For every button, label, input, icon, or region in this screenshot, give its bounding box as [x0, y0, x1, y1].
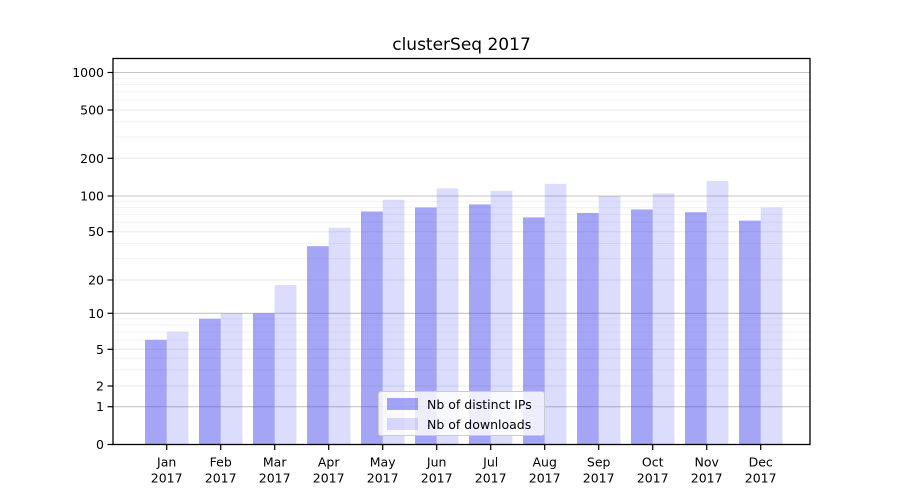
- chart-title: clusterSeq 2017: [392, 35, 531, 55]
- legend-item-downloads: Nb of downloads: [379, 414, 544, 434]
- bar-distinct-ips-mar: [253, 313, 275, 445]
- x-tick-label-jan: Jan: [156, 455, 176, 470]
- bar-distinct-ips-nov: [685, 212, 707, 445]
- y-tick-label-10: 10: [88, 306, 104, 321]
- bar-distinct-ips-aug: [523, 217, 545, 445]
- x-tick-label-feb: Feb: [210, 455, 232, 470]
- legend-swatch-downloads: [387, 418, 418, 430]
- bar-distinct-ips-may: [361, 211, 383, 445]
- plot-frame: [112, 57, 811, 446]
- x-tick-label-jul: Jul: [482, 455, 498, 470]
- x-tick-label-nov: Nov: [694, 455, 719, 470]
- bar-downloads-nov: [706, 180, 729, 445]
- x-tick-label-dec: Dec: [749, 455, 773, 470]
- bar-downloads-feb: [220, 313, 243, 445]
- x-tick-year-apr: 2017: [313, 471, 345, 486]
- x-tick-year-jul: 2017: [475, 471, 507, 486]
- y-tick-label-20: 20: [88, 273, 104, 288]
- x-tick-year-jun: 2017: [421, 471, 453, 486]
- x-tick-year-feb: 2017: [205, 471, 237, 486]
- y-tick-label-200: 200: [80, 151, 104, 166]
- legend-swatch-distinct-ips: [387, 398, 418, 410]
- legend-item-distinct-ips: Nb of distinct IPs: [379, 394, 544, 414]
- bar-downloads-apr: [328, 227, 351, 445]
- y-tick-label-5: 5: [96, 342, 104, 357]
- y-tick-label-1000: 1000: [72, 65, 104, 80]
- legend-label-distinct-ips: Nb of distinct IPs: [427, 396, 532, 412]
- bar-downloads-oct: [652, 193, 675, 445]
- x-tick-label-mar: Mar: [263, 455, 287, 470]
- bar-distinct-ips-oct: [631, 209, 653, 445]
- x-tick-label-may: May: [370, 455, 396, 470]
- y-tick-label-100: 100: [80, 189, 104, 204]
- bar-downloads-aug: [544, 183, 567, 445]
- bar-distinct-ips-jan: [145, 339, 167, 445]
- x-tick-year-mar: 2017: [259, 471, 291, 486]
- bar-downloads-jun: [436, 188, 459, 445]
- bar-distinct-ips-feb: [199, 318, 221, 445]
- y-tick-label-1: 1: [96, 399, 104, 414]
- x-tick-year-dec: 2017: [745, 471, 777, 486]
- x-tick-label-oct: Oct: [642, 455, 664, 470]
- bar-downloads-may: [382, 199, 405, 445]
- x-tick-year-may: 2017: [367, 471, 399, 486]
- x-tick-year-aug: 2017: [529, 471, 561, 486]
- bar-downloads-dec: [760, 207, 783, 445]
- x-tick-label-aug: Aug: [532, 455, 556, 470]
- x-tick-label-sep: Sep: [587, 455, 611, 470]
- bar-distinct-ips-jul: [469, 204, 491, 445]
- bar-distinct-ips-dec: [739, 220, 761, 445]
- x-tick-year-jan: 2017: [151, 471, 183, 486]
- x-tick-year-sep: 2017: [583, 471, 615, 486]
- x-tick-year-oct: 2017: [637, 471, 669, 486]
- legend-label-downloads: Nb of downloads: [427, 416, 532, 432]
- bar-downloads-sep: [598, 196, 621, 445]
- x-tick-label-apr: Apr: [318, 455, 340, 470]
- bar-distinct-ips-jun: [415, 207, 437, 445]
- bar-downloads-jan: [166, 331, 189, 445]
- y-tick-label-50: 50: [88, 224, 104, 239]
- bar-distinct-ips-sep: [577, 212, 599, 445]
- bar-downloads-mar: [274, 285, 297, 445]
- bar-downloads-jul: [490, 190, 513, 445]
- y-tick-label-0: 0: [96, 437, 104, 452]
- x-tick-label-jun: Jun: [426, 455, 447, 470]
- y-tick-label-500: 500: [80, 103, 104, 118]
- x-tick-year-nov: 2017: [691, 471, 723, 486]
- y-tick-label-2: 2: [96, 379, 104, 394]
- bar-distinct-ips-apr: [307, 246, 329, 445]
- legend: Nb of distinct IPs Nb of downloads: [378, 391, 545, 436]
